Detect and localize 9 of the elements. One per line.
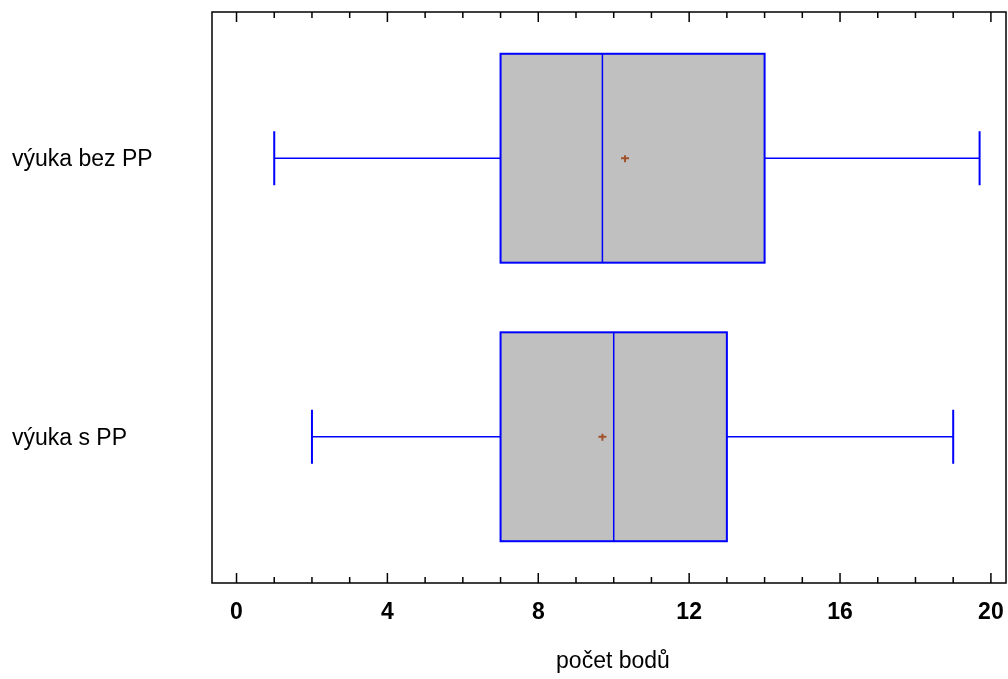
y-tick-label: výuka s PP [12,423,128,450]
x-tick-label: 0 [230,598,243,624]
x-tick-label: 20 [978,598,1004,624]
x-axis-title: počet bodů [556,647,670,673]
x-tick-label: 16 [827,598,853,624]
x-tick-label: 8 [531,598,545,624]
x-tick-label: 4 [381,598,394,624]
y-tick-label: výuka bez PP [12,145,153,172]
x-tick-label: 12 [676,598,702,624]
